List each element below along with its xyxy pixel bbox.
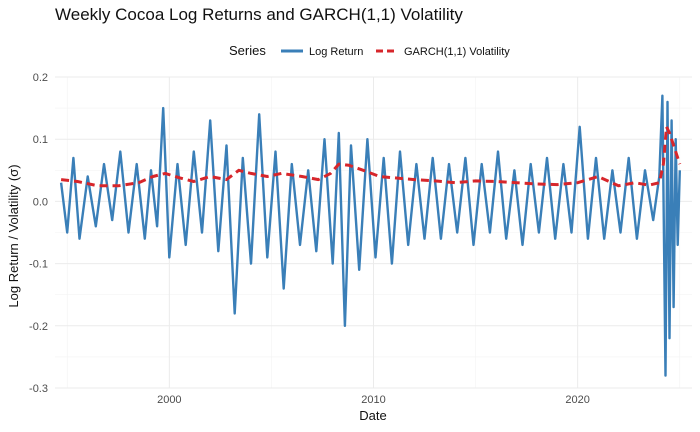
x-tick-label: 2020	[565, 394, 589, 406]
series-layer	[59, 94, 682, 377]
y-tick-label: 0.2	[33, 72, 48, 84]
y-tick-label: 0.1	[33, 134, 48, 146]
legend-label-log-return: Log Return	[309, 46, 363, 58]
legend: Series Log Return GARCH(1,1) Volatility	[229, 43, 510, 58]
x-tick-label: 2000	[157, 394, 181, 406]
y-axis-ticks: -0.3 -0.2 -0.1 0.0 0.1 0.2	[29, 72, 48, 395]
series-line-log-return	[59, 94, 681, 377]
x-tick-label: 2010	[361, 394, 385, 406]
y-tick-label: 0.0	[33, 196, 48, 208]
y-tick-label: -0.3	[29, 383, 48, 395]
y-tick-label: -0.2	[29, 321, 48, 333]
x-axis-ticks: 2000 2010 2020	[157, 394, 590, 406]
y-tick-label: -0.1	[29, 259, 48, 271]
legend-label-garch-volatility: GARCH(1,1) Volatility	[404, 46, 510, 58]
y-axis-title: Log Return / Volatility (σ)	[6, 164, 21, 307]
series-line-garch-volatility	[60, 125, 682, 188]
x-axis-title: Date	[359, 408, 386, 423]
chart-title: Weekly Cocoa Log Returns and GARCH(1,1) …	[55, 5, 463, 24]
legend-title: Series	[229, 43, 266, 58]
